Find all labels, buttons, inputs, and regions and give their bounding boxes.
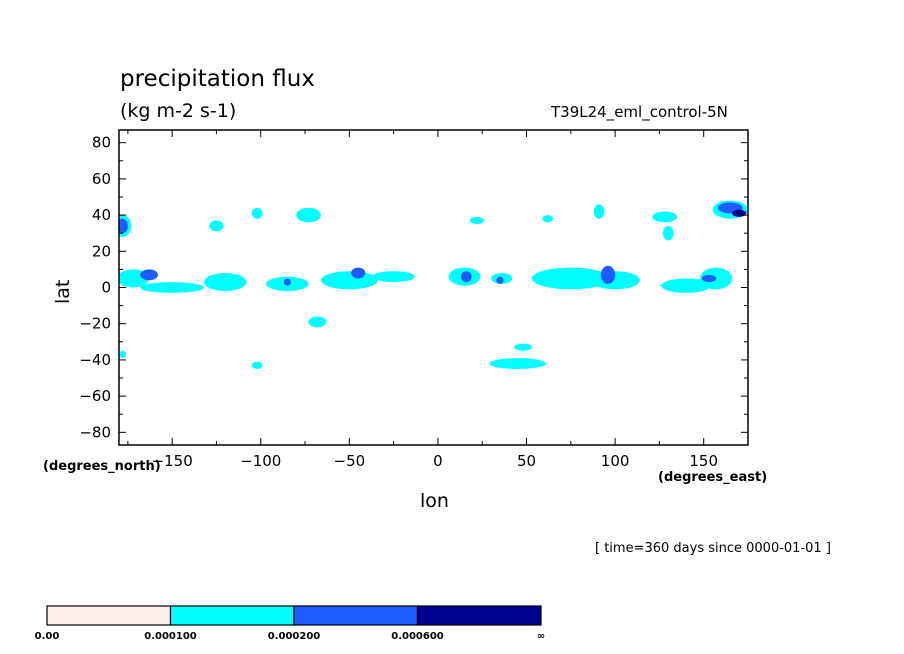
colorbar-label: 0.000200 xyxy=(268,631,321,642)
contour-region xyxy=(496,276,504,284)
y-tick-label: −40 xyxy=(79,351,111,369)
chart-title: precipitation flux xyxy=(120,66,315,92)
x-tick-label: −100 xyxy=(240,452,281,470)
contour-region xyxy=(372,271,415,283)
contour-region xyxy=(590,271,640,290)
time-note: [ time=360 days since 0000-01-01 ] xyxy=(595,541,831,556)
colorbar-swatch xyxy=(46,605,172,626)
colorbar-end-label: ∞ xyxy=(537,631,545,642)
contour-region xyxy=(320,271,378,290)
colorbar-swatch xyxy=(416,605,542,626)
contour-region xyxy=(140,269,158,281)
contour-region xyxy=(119,218,128,234)
y-axis-unit: (degrees_north) xyxy=(43,459,161,474)
contour-region xyxy=(542,215,554,223)
contour-region xyxy=(701,274,717,283)
x-tick-label: 100 xyxy=(601,452,630,470)
colorbar-label: 0.000600 xyxy=(391,631,444,642)
contour-region xyxy=(251,207,263,219)
contour-region xyxy=(514,343,532,351)
contour-region xyxy=(652,211,678,223)
contour-regions xyxy=(119,200,748,369)
x-tick-label: 0 xyxy=(433,452,443,470)
y-tick-label: 40 xyxy=(92,206,111,224)
contour-region xyxy=(489,358,547,369)
contour-region xyxy=(204,273,247,292)
contour-region xyxy=(140,282,205,293)
contour-region xyxy=(593,204,605,219)
y-tick-label: −80 xyxy=(79,423,111,441)
contour-region xyxy=(209,220,224,232)
contour-region xyxy=(283,278,291,286)
y-tick-label: −20 xyxy=(79,315,111,333)
colorbar-label: 0.000100 xyxy=(144,631,197,642)
y-tick-label: 0 xyxy=(101,279,111,297)
contour-region xyxy=(662,225,674,241)
y-tick-label: 60 xyxy=(92,170,111,188)
contour-region xyxy=(119,350,127,359)
contour-region xyxy=(251,361,263,369)
chart-units: (kg m-2 s-1) xyxy=(120,100,237,122)
x-tick-label: 150 xyxy=(689,452,718,470)
x-tick-label: −50 xyxy=(334,452,366,470)
contour-region xyxy=(296,207,321,223)
x-tick-label: 50 xyxy=(517,452,536,470)
contour-region xyxy=(600,265,616,284)
contour-region xyxy=(700,267,733,290)
y-tick-label: 20 xyxy=(92,242,111,260)
y-tick-label: 80 xyxy=(92,134,111,152)
colorbar-swatch xyxy=(169,605,295,626)
y-tick-label: −60 xyxy=(79,387,111,405)
contour-region xyxy=(460,271,472,283)
contour-region xyxy=(661,278,711,293)
x-tick-label: −150 xyxy=(152,452,193,470)
x-axis-label: lon xyxy=(420,490,449,512)
x-axis-unit: (degrees_east) xyxy=(658,470,768,485)
colorbar-swatch xyxy=(293,605,419,626)
contour-region xyxy=(732,209,747,217)
colorbar-label: 0.00 xyxy=(35,631,60,642)
contour-region xyxy=(308,316,327,328)
contour-region xyxy=(469,216,484,225)
contour-region xyxy=(351,267,366,279)
run-label: T39L24_eml_control-5N xyxy=(551,103,728,121)
contour-region xyxy=(531,267,610,290)
